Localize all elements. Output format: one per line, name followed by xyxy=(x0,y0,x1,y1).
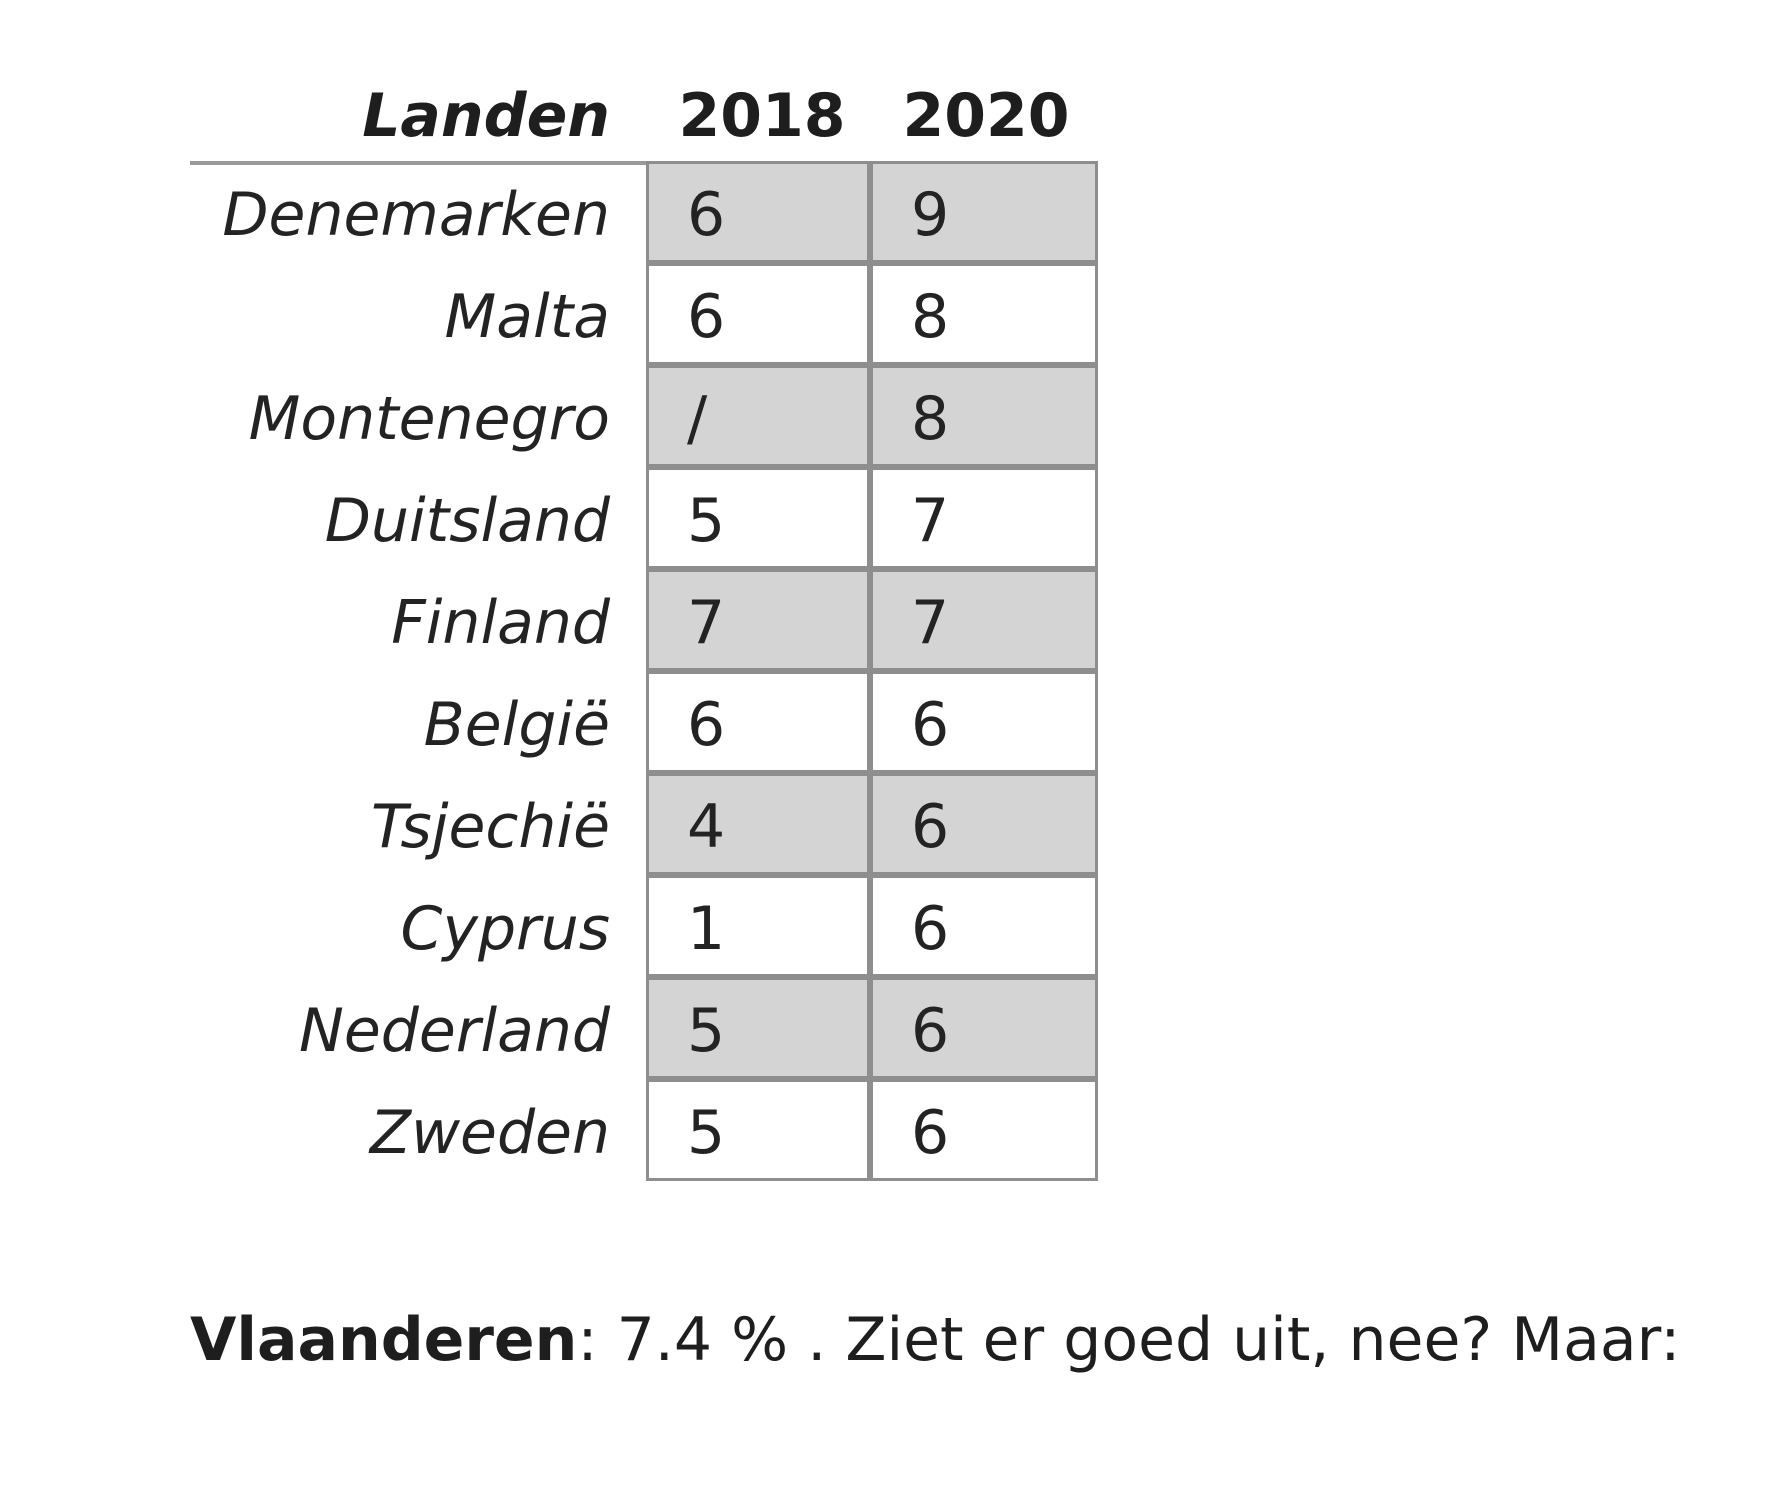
value-2018: 5 xyxy=(646,467,870,569)
value-2020: 8 xyxy=(870,263,1098,365)
column-header-countries: Landen xyxy=(362,81,610,151)
header-divider xyxy=(190,161,646,165)
value-2018: / xyxy=(646,365,870,467)
table-row: België 6 6 xyxy=(0,671,1786,773)
table-row: Nederland 5 6 xyxy=(0,977,1786,1079)
column-header-2018: 2018 xyxy=(678,81,846,151)
value-2020: 6 xyxy=(870,773,1098,875)
column-header-2020: 2020 xyxy=(902,81,1070,151)
table-row: Montenegro / 8 xyxy=(0,365,1786,467)
value-2020: 9 xyxy=(870,161,1098,263)
country-name: Denemarken xyxy=(222,180,610,250)
country-name: Finland xyxy=(391,588,610,658)
value-2020: 6 xyxy=(870,1079,1098,1181)
value-2018: 7 xyxy=(646,569,870,671)
value-2020: 7 xyxy=(870,569,1098,671)
table-row: Malta 6 8 xyxy=(0,263,1786,365)
country-name: Malta xyxy=(444,282,611,352)
table-row: Finland 7 7 xyxy=(0,569,1786,671)
table-row: Denemarken 6 9 xyxy=(0,161,1786,263)
value-2018: 4 xyxy=(646,773,870,875)
value-2018: 6 xyxy=(646,161,870,263)
value-2020: 8 xyxy=(870,365,1098,467)
value-2020: 6 xyxy=(870,977,1098,1079)
country-name: Duitsland xyxy=(324,486,610,556)
value-2018: 1 xyxy=(646,875,870,977)
value-2018: 5 xyxy=(646,1079,870,1181)
value-2020: 6 xyxy=(870,875,1098,977)
table-row: Cyprus 1 6 xyxy=(0,875,1786,977)
country-name: Zweden xyxy=(369,1098,610,1168)
footer-label: Vlaanderen xyxy=(190,1305,578,1375)
country-name: Nederland xyxy=(298,996,610,1066)
value-2018: 5 xyxy=(646,977,870,1079)
country-name: Montenegro xyxy=(248,384,610,454)
value-2018: 6 xyxy=(646,263,870,365)
value-2020: 7 xyxy=(870,467,1098,569)
value-2020: 6 xyxy=(870,671,1098,773)
footer-text: : 7.4 % . Ziet er goed uit, nee? Maar: xyxy=(577,1305,1681,1375)
table-row: Duitsland 5 7 xyxy=(0,467,1786,569)
country-name: Cyprus xyxy=(400,894,610,964)
country-name: Tsjechië xyxy=(371,792,610,862)
table-header: Landen 2018 2020 xyxy=(0,78,1786,154)
country-name: België xyxy=(423,690,610,760)
footer-note: Vlaanderen: 7.4 % . Ziet er goed uit, ne… xyxy=(190,1300,1680,1380)
table-row: Tsjechië 4 6 xyxy=(0,773,1786,875)
table-row: Zweden 5 6 xyxy=(0,1079,1786,1181)
value-2018: 6 xyxy=(646,671,870,773)
